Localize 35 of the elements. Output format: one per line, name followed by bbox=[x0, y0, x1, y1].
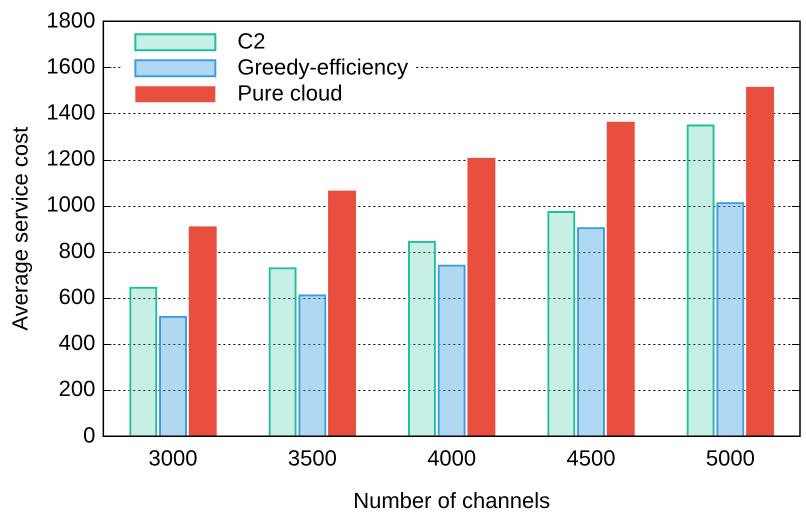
x-axis-title: Number of channels bbox=[353, 488, 550, 513]
bar bbox=[408, 240, 436, 436]
x-tick-label: 3500 bbox=[288, 445, 337, 470]
y-tick-label: 800 bbox=[58, 238, 96, 263]
legend-label: Greedy-efficiency bbox=[237, 54, 408, 80]
bar bbox=[686, 124, 715, 436]
x-tick-label: 3000 bbox=[148, 445, 198, 470]
bar bbox=[328, 190, 356, 436]
y-tick-label: 400 bbox=[58, 330, 96, 356]
bar bbox=[547, 210, 576, 436]
bar bbox=[746, 86, 774, 436]
y-axis-title: Average service cost bbox=[7, 126, 32, 331]
bar bbox=[606, 122, 635, 436]
bar bbox=[159, 316, 187, 436]
x-tick-label: 5000 bbox=[706, 445, 755, 470]
y-tick-label: 1200 bbox=[46, 146, 96, 171]
y-tick-label: 1400 bbox=[46, 99, 96, 124]
bar bbox=[467, 158, 496, 436]
bar bbox=[129, 286, 158, 436]
y-tick-label: 200 bbox=[58, 376, 96, 402]
x-tick-label: 4000 bbox=[427, 445, 476, 470]
y-tick-label: 1000 bbox=[46, 192, 96, 217]
bar bbox=[716, 202, 744, 436]
y-tick-label: 600 bbox=[58, 284, 96, 309]
legend-label: Pure cloud bbox=[237, 80, 343, 106]
y-tick-label: 1600 bbox=[46, 53, 96, 78]
bar bbox=[577, 227, 605, 436]
bar bbox=[188, 226, 217, 436]
bar bbox=[438, 264, 466, 436]
bar bbox=[268, 267, 297, 436]
x-tick-label: 4500 bbox=[566, 445, 616, 470]
legend-label: C2 bbox=[237, 28, 266, 54]
y-tick-label: 0 bbox=[83, 422, 96, 448]
y-tick-label: 1800 bbox=[46, 7, 96, 32]
bar bbox=[298, 294, 326, 436]
